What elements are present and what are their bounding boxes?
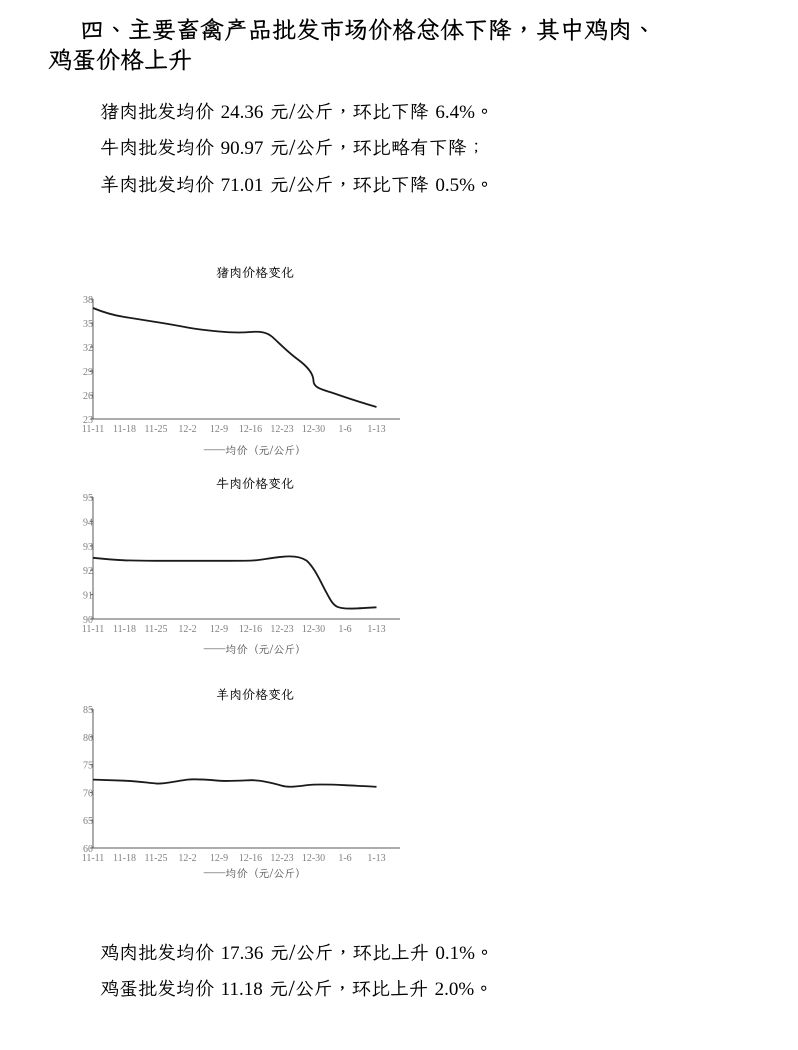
svg-text:38: 38 [83, 295, 93, 306]
svg-text:11-18: 11-18 [113, 853, 136, 864]
svg-text:12-16: 12-16 [239, 853, 262, 864]
svg-text:75: 75 [83, 761, 93, 772]
svg-text:12-23: 12-23 [270, 853, 293, 864]
svg-text:12-30: 12-30 [302, 624, 325, 635]
svg-text:12-16: 12-16 [239, 624, 262, 635]
svg-text:12-9: 12-9 [210, 424, 228, 435]
svg-text:1-13: 1-13 [367, 424, 385, 435]
svg-text:12-30: 12-30 [302, 424, 325, 435]
svg-text:11-18: 11-18 [113, 624, 136, 635]
svg-text:12-9: 12-9 [210, 624, 228, 635]
svg-text:12-2: 12-2 [178, 424, 196, 435]
svg-text:11-25: 11-25 [145, 853, 168, 864]
svg-text:93: 93 [83, 542, 93, 553]
svg-text:95: 95 [83, 493, 93, 504]
svg-text:65: 65 [83, 816, 93, 827]
svg-text:35: 35 [83, 319, 93, 330]
svg-text:11-11: 11-11 [82, 624, 105, 635]
svg-text:12-23: 12-23 [270, 424, 293, 435]
svg-text:85: 85 [83, 705, 93, 716]
svg-text:12-2: 12-2 [178, 853, 196, 864]
svg-text:11-11: 11-11 [82, 853, 105, 864]
svg-text:12-23: 12-23 [270, 624, 293, 635]
svg-text:1-6: 1-6 [338, 853, 351, 864]
svg-text:12-9: 12-9 [210, 853, 228, 864]
svg-text:26: 26 [83, 391, 93, 402]
svg-text:1-6: 1-6 [338, 624, 351, 635]
svg-text:12-16: 12-16 [239, 424, 262, 435]
svg-text:11-11: 11-11 [82, 424, 105, 435]
svg-text:92: 92 [83, 566, 93, 577]
svg-text:70: 70 [83, 788, 93, 799]
svg-text:32: 32 [83, 343, 93, 354]
svg-text:94: 94 [83, 517, 93, 528]
svg-text:12-2: 12-2 [178, 624, 196, 635]
svg-text:29: 29 [83, 367, 93, 378]
svg-text:11-18: 11-18 [113, 424, 136, 435]
svg-text:1-13: 1-13 [367, 853, 385, 864]
svg-text:12-30: 12-30 [302, 853, 325, 864]
svg-text:11-25: 11-25 [145, 624, 168, 635]
svg-text:11-25: 11-25 [145, 424, 168, 435]
svg-text:1-6: 1-6 [338, 424, 351, 435]
svg-text:1-13: 1-13 [367, 624, 385, 635]
svg-text:91: 91 [83, 591, 93, 602]
svg-text:80: 80 [83, 733, 93, 744]
